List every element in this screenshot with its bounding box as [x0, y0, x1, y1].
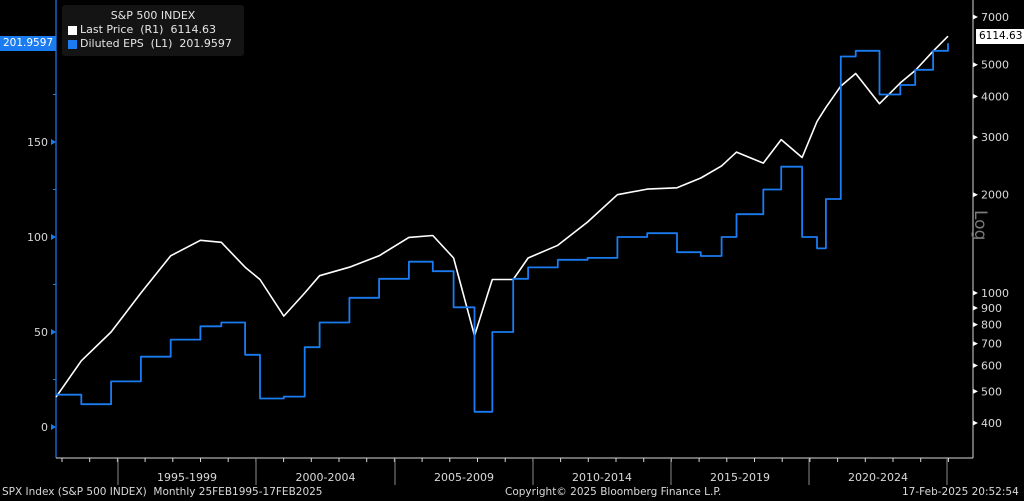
left-tick — [51, 329, 56, 335]
x-period-label: 2010-2014 — [572, 471, 632, 484]
right-tick-label: 700 — [981, 338, 1002, 351]
right-tick — [973, 305, 978, 311]
right-tick-label: 500 — [981, 385, 1002, 398]
legend-label: Diluted EPS (L1) 201.9597 — [80, 37, 232, 50]
white-square-icon — [68, 25, 77, 35]
right-tick — [973, 388, 978, 394]
right-tick — [973, 362, 978, 368]
right-tick — [973, 290, 978, 296]
left-tick — [51, 139, 56, 145]
left-tick-label: 0 — [41, 421, 48, 434]
footer-security-info: SPX Index (S&P 500 INDEX) Monthly 25FEB1… — [2, 486, 323, 498]
x-period-label: 2015-2019 — [710, 471, 770, 484]
x-period-label: 1995-1999 — [157, 471, 217, 484]
right-tick-label: 400 — [981, 417, 1002, 430]
right-tick-label: 7000 — [981, 11, 1009, 24]
left-tick — [51, 424, 56, 430]
x-period-label: 2005-2009 — [434, 471, 494, 484]
right-tick — [973, 322, 978, 328]
right-axis-value-tag: 6114.63 — [976, 29, 1024, 44]
legend-item-last-price: Last Price (R1) 6114.63 — [62, 23, 244, 37]
right-tick — [973, 62, 978, 68]
right-tick — [973, 192, 978, 198]
left-tick-label: 50 — [34, 326, 48, 339]
x-period-label: 2000-2004 — [296, 471, 356, 484]
left-axis-value-tag: 201.9597 — [0, 36, 57, 51]
right-tick — [973, 341, 978, 347]
axes-group: 0 50 100 150 400 500 600 700 800 900 1000 2000 3000 4… — [27, 0, 1009, 485]
right-tick — [973, 420, 978, 426]
right-tick — [973, 134, 978, 140]
blue-square-icon — [68, 39, 77, 49]
right-tick — [973, 93, 978, 99]
x-period-label: 2020-2024 — [848, 471, 908, 484]
right-tick-label: 1000 — [981, 287, 1009, 300]
right-tick-label: 900 — [981, 302, 1002, 315]
right-tick-label: 2000 — [981, 189, 1009, 202]
right-tick-label: 4000 — [981, 90, 1009, 103]
left-tick — [51, 234, 56, 240]
left-tick-label: 150 — [27, 136, 48, 149]
diluted-eps-line — [56, 43, 949, 413]
last-price-line — [55, 35, 949, 398]
right-tick — [973, 14, 978, 20]
right-tick-label: 5000 — [981, 59, 1009, 72]
right-tick-label: 800 — [981, 319, 1002, 332]
footer-timestamp: 17-Feb-2025 20:52:54 — [902, 486, 1019, 498]
legend-title: S&P 500 INDEX — [110, 9, 196, 22]
left-tick-label: 100 — [27, 231, 48, 244]
chart-legend: S&P 500 INDEX Last Price (R1) 6114.63 Di… — [62, 5, 244, 56]
right-tick-label: 3000 — [981, 131, 1009, 144]
log-scale-label: Log — [970, 210, 990, 241]
legend-item-diluted-eps: Diluted EPS (L1) 201.9597 — [62, 37, 244, 51]
footer-copyright: Copyright© 2025 Bloomberg Finance L.P. — [505, 486, 722, 498]
legend-label: Last Price (R1) 6114.63 — [80, 23, 216, 36]
right-tick-label: 600 — [981, 359, 1002, 372]
